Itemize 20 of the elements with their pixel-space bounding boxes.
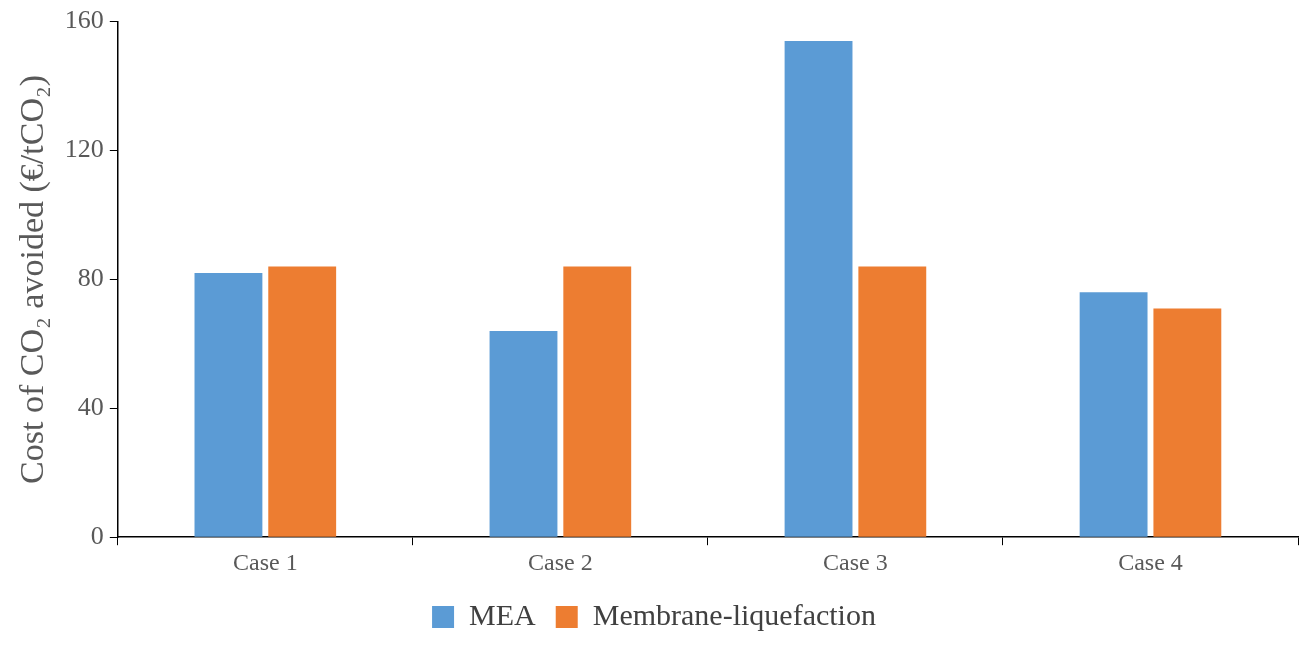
- bar: [563, 266, 632, 537]
- bar: [268, 266, 337, 537]
- legend-label: Membrane-liquefaction: [592, 597, 876, 631]
- y-tick-label: 120: [64, 134, 104, 164]
- x-tick-label: Case 1: [233, 548, 298, 575]
- y-tick-label: 40: [77, 392, 104, 422]
- x-tick-label: Case 4: [1118, 548, 1183, 575]
- y-tick-label: 0: [90, 521, 104, 551]
- y-tick-label: 160: [64, 5, 104, 35]
- legend-label: MEA: [469, 597, 537, 631]
- y-axis-title: Cost of CO₂ avoided (€/tCO₂): [13, 74, 52, 484]
- bar: [1079, 292, 1148, 537]
- x-tick-label: Case 2: [528, 548, 593, 575]
- bar: [1153, 308, 1222, 537]
- bar: [194, 272, 263, 537]
- bar: [489, 330, 558, 537]
- x-tick-label: Case 3: [823, 548, 888, 575]
- y-tick-label: 80: [77, 263, 104, 293]
- bar: [858, 266, 927, 537]
- bar: [784, 40, 853, 537]
